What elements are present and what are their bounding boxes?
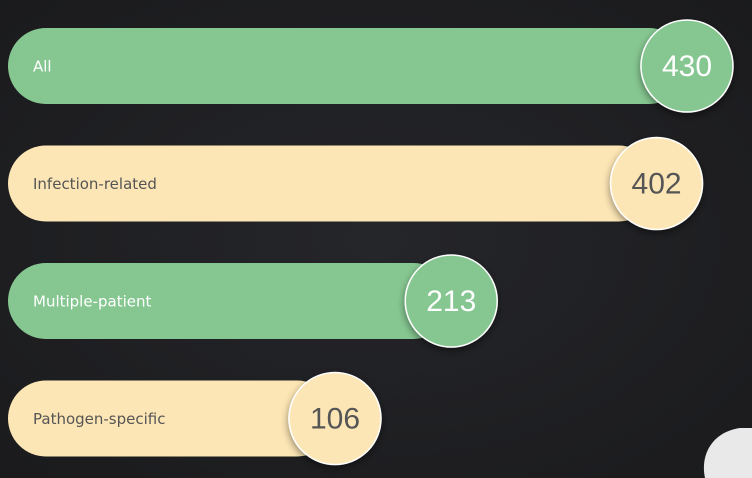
chart: All 430 Infection-related 402 Multiple-patie… (0, 0, 752, 478)
value-label: 430 (662, 50, 712, 83)
bar (8, 28, 687, 104)
category-label: Infection-related (33, 175, 157, 193)
category-label: Pathogen-specific (33, 410, 165, 428)
value-label: 402 (632, 167, 682, 200)
category-label: All (33, 58, 52, 76)
page: {"chart_data": {"type": "bar", "orientat… (0, 0, 752, 478)
category-label: Multiple-patient (33, 293, 151, 311)
value-label: 106 (310, 402, 360, 435)
value-label: 213 (426, 285, 476, 318)
